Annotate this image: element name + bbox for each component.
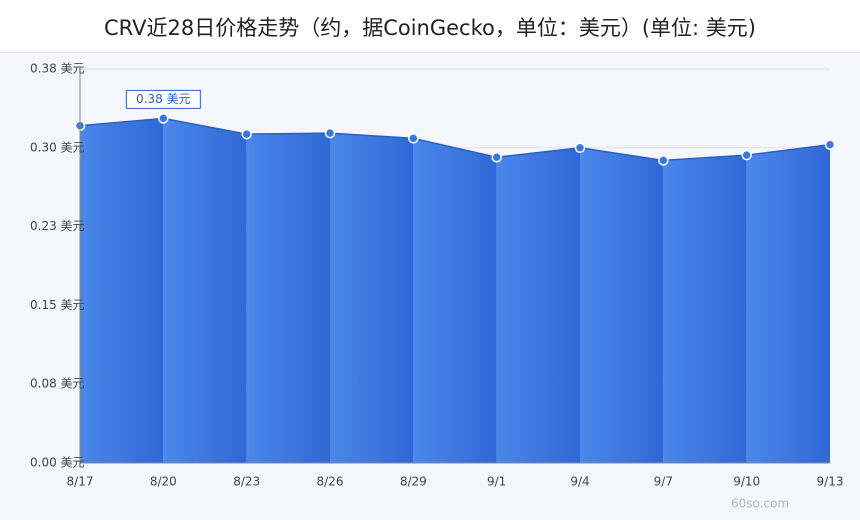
data-point: [741, 149, 752, 161]
y-tick-label: 0.15 美元: [30, 298, 85, 312]
chart-title: CRV近28日价格走势（约，据CoinGecko，单位：美元）(单位: 美元): [104, 16, 756, 40]
x-tick-label: 8/23: [233, 475, 260, 489]
area-segment: [496, 147, 580, 464]
data-point: [658, 155, 669, 166]
data-point: [324, 127, 336, 139]
area-segment: [80, 118, 164, 463]
y-tick-label: 0.38 美元: [30, 62, 85, 76]
y-tick-label: 0.30 美元: [30, 140, 85, 154]
area-segment: [663, 155, 747, 463]
area-segment: [413, 138, 497, 463]
area-segment: [163, 118, 247, 463]
x-tick-label: 8/26: [317, 475, 344, 489]
x-tick-label: 8/20: [150, 475, 177, 489]
y-tick-label: 0.00 美元: [30, 456, 85, 470]
x-tick-label: 9/10: [733, 475, 760, 489]
y-tick-label: 0.23 美元: [30, 219, 85, 233]
area-line: [79, 117, 831, 162]
data-point: [824, 139, 836, 150]
title-bar: [0, 0, 860, 52]
data-point: [574, 142, 586, 154]
annotation: 0.38 美元: [136, 92, 191, 106]
data-point: [241, 128, 252, 140]
data-point: [408, 133, 419, 144]
x-tick-label: 9/1: [487, 475, 506, 489]
area-segment: [580, 147, 664, 464]
y-tick-label: 0.08 美元: [30, 377, 85, 391]
area-segment: [330, 133, 414, 463]
data-point: [158, 113, 169, 124]
area-segment: [746, 144, 830, 463]
area-segment: [246, 133, 330, 463]
watermark: 60so.com: [731, 497, 789, 511]
data-point: [491, 152, 502, 163]
x-tick-label: 9/7: [654, 475, 673, 489]
x-tick-label: 8/17: [67, 475, 94, 489]
x-tick-label: 9/13: [817, 475, 844, 489]
x-tick-label: 8/29: [400, 475, 427, 489]
annotation-box: [125, 89, 201, 109]
x-tick-label: 9/4: [570, 475, 589, 489]
